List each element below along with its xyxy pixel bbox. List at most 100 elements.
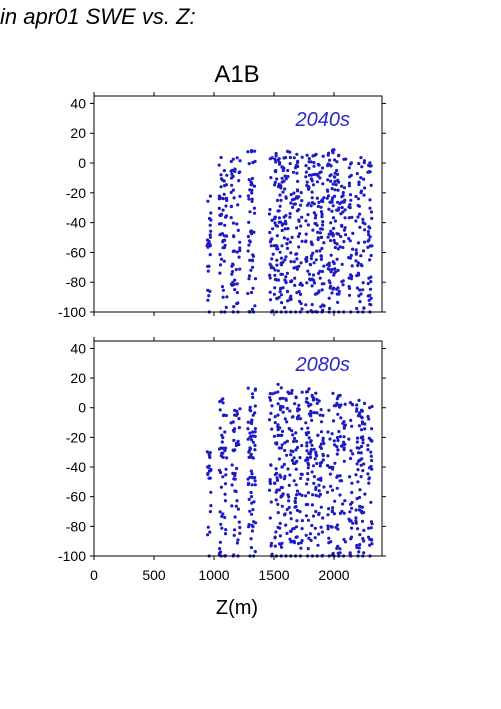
data-point: [235, 291, 239, 295]
data-point: [230, 172, 234, 176]
data-point: [358, 300, 362, 304]
data-point: [231, 157, 235, 161]
data-point: [369, 210, 374, 214]
data-point: [224, 305, 228, 309]
data-point: [230, 183, 234, 187]
data-point: [294, 525, 299, 529]
data-point: [326, 527, 330, 531]
data-point: [370, 522, 374, 526]
data-point: [349, 253, 353, 257]
data-point: [219, 550, 223, 554]
data-point: [288, 511, 293, 515]
data-point: [310, 196, 314, 200]
data-point: [297, 245, 301, 249]
data-point: [359, 415, 363, 419]
data-point: [295, 152, 299, 156]
data-point: [275, 177, 279, 181]
data-point: [251, 286, 255, 290]
data-point: [250, 418, 254, 422]
data-point: [232, 305, 236, 309]
data-point: [362, 401, 367, 405]
data-point: [295, 252, 299, 256]
data-point: [223, 482, 228, 486]
data-point: [233, 169, 237, 173]
data-point: [235, 250, 239, 254]
data-point: [277, 488, 281, 492]
data-point: [268, 392, 272, 396]
data-point: [275, 198, 280, 202]
data-point: [223, 532, 228, 536]
data-point: [358, 225, 362, 229]
data-point: [205, 238, 210, 242]
data-point: [285, 242, 289, 246]
data-point: [309, 447, 313, 452]
data-point: [207, 264, 211, 268]
plot-frame: [93, 340, 383, 557]
data-point: [248, 258, 252, 262]
data-point: [253, 427, 257, 431]
data-point: [290, 391, 294, 395]
data-point: [356, 215, 360, 219]
data-point: [369, 526, 373, 530]
data-point: [328, 286, 332, 290]
data-point: [349, 449, 353, 453]
data-point: [320, 212, 324, 216]
data-point: [327, 408, 331, 412]
data-point: [290, 458, 294, 463]
data-point: [314, 222, 318, 226]
data-point: [316, 162, 320, 166]
data-point: [296, 179, 300, 183]
data-point: [282, 179, 286, 183]
data-point: [343, 216, 347, 220]
data-point: [360, 505, 364, 509]
data-point: [331, 260, 335, 264]
data-point: [282, 513, 287, 517]
data-point: [305, 456, 309, 460]
data-point: [357, 451, 361, 455]
data-point: [289, 453, 293, 457]
data-point: [250, 512, 254, 516]
data-point: [283, 441, 287, 445]
data-point: [279, 198, 283, 202]
data-point: [329, 229, 333, 233]
data-point: [279, 386, 283, 390]
data-point: [359, 444, 364, 449]
data-point: [327, 541, 331, 545]
data-point: [300, 307, 304, 311]
data-point: [299, 541, 303, 545]
data-point: [219, 485, 223, 489]
data-point: [218, 408, 222, 412]
data-point: [283, 174, 287, 178]
data-point: [234, 489, 238, 494]
data-point: [366, 448, 370, 452]
data-point: [367, 298, 371, 302]
data-point: [253, 304, 257, 308]
data-point: [247, 277, 251, 281]
data-point: [341, 200, 345, 204]
data-point: [284, 275, 288, 279]
data-point: [251, 395, 255, 399]
data-point: [277, 182, 281, 186]
data-point: [367, 417, 371, 421]
data-point: [362, 551, 366, 555]
data-point: [252, 230, 256, 234]
data-point: [321, 439, 325, 443]
data-point: [248, 509, 252, 513]
data-point: [354, 251, 359, 255]
data-point: [307, 157, 311, 161]
data-point: [206, 242, 210, 246]
data-point: [348, 175, 352, 179]
data-point: [278, 397, 282, 401]
data-point: [310, 242, 314, 246]
data-point: [320, 166, 325, 170]
data-point: [221, 436, 225, 440]
data-point: [308, 532, 312, 536]
data-point: [320, 530, 324, 534]
data-point: [235, 541, 239, 545]
data-point: [299, 546, 303, 550]
data-point: [283, 258, 287, 262]
data-point: [230, 168, 234, 172]
data-point: [355, 286, 359, 290]
data-point: [329, 484, 333, 488]
data-point: [327, 507, 331, 511]
